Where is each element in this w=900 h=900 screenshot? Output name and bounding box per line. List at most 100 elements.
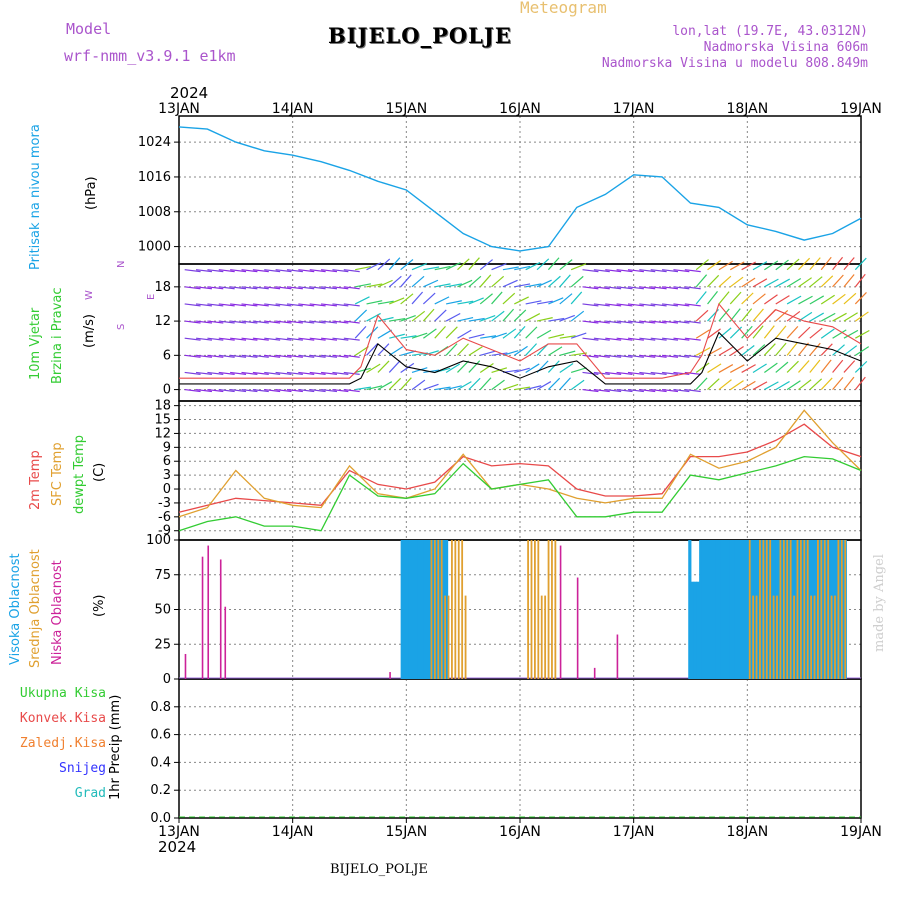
wind-arrow [400, 293, 414, 305]
wind-arrow [502, 308, 515, 322]
xtick-top-label: 14JAN [272, 101, 314, 117]
wind-arrow [195, 388, 213, 393]
wind-arrow [343, 286, 360, 290]
wind-arrow [832, 293, 846, 305]
wind-arrow [764, 278, 779, 288]
wind-arrow [218, 337, 235, 341]
cloud-mid-bar [817, 540, 819, 679]
wind-arrow [343, 303, 360, 307]
wind-arrow [366, 262, 382, 271]
wind-arrow [547, 377, 561, 391]
temp-ytick-label: 15 [154, 413, 171, 428]
wind-arrow [184, 337, 201, 341]
precip-ytick-label: 0.0 [150, 811, 171, 826]
wind-arrow [422, 308, 435, 322]
wind-arrow [286, 337, 303, 341]
wind-arrow [775, 380, 790, 391]
wind-arrow [514, 265, 531, 271]
cloud-high-bar [704, 540, 708, 679]
wind-arrow [286, 269, 303, 273]
wind-arrow [400, 377, 412, 390]
wind-arrow [616, 371, 633, 375]
wind-arrow [707, 291, 718, 305]
wind-arrow [798, 295, 813, 305]
wind-arrow [854, 273, 866, 288]
wind-arrow [514, 367, 530, 374]
wind-arrow [775, 310, 789, 322]
wind-arrow [502, 292, 516, 305]
wind-arrow [332, 286, 349, 290]
cloud-mid-bar [430, 540, 433, 679]
wind-arrow [593, 337, 610, 341]
wind-arrow [502, 266, 519, 271]
cloud-mid-bar [444, 595, 447, 679]
cloud-high-bar [699, 540, 703, 679]
wind-arrow [457, 343, 469, 356]
wind-arrow [650, 371, 667, 375]
wind-arrow [627, 354, 644, 358]
cloud-high-bar [701, 540, 706, 679]
wind-arrow [286, 371, 303, 375]
wind-arrow [832, 344, 845, 356]
cloud-low-bar [389, 672, 391, 679]
cloud-high-bar [742, 540, 746, 679]
xtick-top-label: 16JAN [499, 101, 541, 117]
wind-arrow [820, 275, 834, 288]
xtick-bottom-label: 15JAN [385, 824, 427, 840]
wind-arrow [195, 371, 213, 375]
wind-arrow [809, 295, 825, 305]
temp-ytick-label: 3 [163, 468, 171, 483]
wind-ytick-label: 0 [163, 383, 171, 398]
wind-arrow [195, 354, 213, 358]
wind-arrow [763, 343, 776, 356]
wind-arrow [832, 312, 847, 322]
wind-arrow [252, 269, 269, 273]
wind-arrow [764, 362, 778, 373]
cloud-high-bar [797, 540, 801, 679]
wind-arrow [559, 314, 575, 322]
cloud-mid-bar [834, 595, 836, 679]
wind-arrow [309, 269, 326, 273]
wind-arrow [411, 291, 424, 305]
xtick-bottom-label: 14JAN [272, 824, 314, 840]
cloud-mid-bar [813, 595, 816, 679]
wind-arrow [536, 329, 552, 339]
wind-arrow [605, 286, 622, 290]
wind-arrow [786, 278, 802, 288]
wind-arrow [695, 274, 708, 288]
wind-arrow [411, 367, 428, 374]
wind-arrow [809, 378, 823, 391]
cloud-high-bar [729, 540, 733, 679]
wind-arrow [650, 354, 667, 358]
wind-arrow [798, 379, 812, 391]
wind-arrow [718, 327, 732, 339]
wind-arrow [673, 371, 690, 375]
cloud-high-bar [835, 540, 839, 679]
cloud-mid-bar [447, 595, 450, 679]
wind-arrow [218, 320, 235, 324]
cloud-mid-bar [534, 540, 536, 679]
cloud-mid-bar [820, 540, 823, 679]
xtick-bottom-label: 18JAN [726, 824, 768, 840]
wind-arrow [366, 312, 381, 322]
wind-arrow [616, 388, 633, 393]
cloud-high-bar [414, 540, 418, 679]
cloud-ytick-label: 75 [154, 568, 171, 583]
wind-arrow [718, 379, 732, 391]
cloud-mid-bar [454, 540, 457, 679]
wind-arrow [548, 346, 563, 356]
wind-arrow [366, 363, 381, 373]
wind-arrow [616, 337, 633, 341]
wind-arrow [650, 303, 667, 307]
cloud-mid-bar [537, 540, 540, 679]
cloud-high-bar [734, 540, 738, 679]
precip-conv-label: Konvek.Kisa [19, 711, 106, 726]
wind-arrow [445, 363, 461, 373]
wind-arrow [411, 275, 425, 288]
wind-arrow [343, 320, 360, 324]
wind-arrow [446, 283, 462, 288]
wind-arrow [445, 300, 462, 305]
wind-arrow [321, 371, 338, 375]
wind-arrow [820, 377, 833, 390]
wind-arrow [684, 303, 701, 307]
